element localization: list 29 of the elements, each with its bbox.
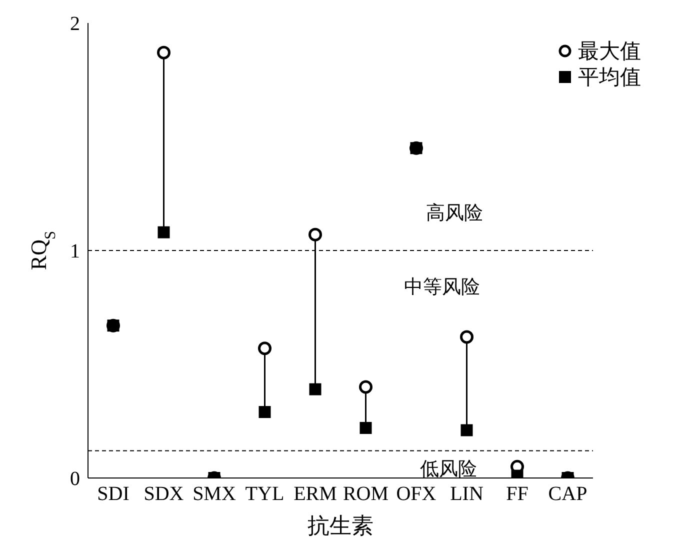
point bbox=[158, 226, 170, 238]
legend-label: 最大值 bbox=[578, 38, 641, 64]
point bbox=[460, 330, 474, 344]
annotation: 高风险 bbox=[426, 203, 483, 224]
point bbox=[360, 422, 372, 434]
annotation: 低风险 bbox=[420, 459, 477, 480]
x-tick-label: SDI bbox=[97, 483, 130, 506]
y-tick-label: 2 bbox=[70, 13, 80, 36]
point bbox=[308, 228, 322, 242]
x-tick-label: TYL bbox=[245, 483, 284, 506]
x-tick-label: LIN bbox=[450, 483, 484, 506]
point bbox=[157, 46, 170, 60]
point bbox=[359, 380, 372, 394]
x-tick-label: ERM bbox=[294, 483, 338, 506]
annotation: 中等风险 bbox=[404, 277, 480, 298]
x-tick-label: OFX bbox=[396, 483, 437, 506]
y-tick-label: 1 bbox=[70, 240, 80, 263]
x-tick-label: SMX bbox=[192, 483, 236, 506]
legend-label: 平均值 bbox=[578, 64, 641, 90]
x-tick-label: ROM bbox=[342, 483, 389, 506]
point bbox=[258, 342, 272, 356]
x-tick-label: FF bbox=[506, 483, 528, 506]
x-tick-label: CAP bbox=[548, 483, 588, 506]
point bbox=[309, 383, 322, 396]
point bbox=[258, 406, 271, 418]
y-tick-label: 0 bbox=[70, 468, 80, 490]
x-axis-title: 抗生素 bbox=[308, 513, 374, 538]
x-tick-label: SDX bbox=[144, 483, 184, 506]
point bbox=[460, 424, 473, 436]
